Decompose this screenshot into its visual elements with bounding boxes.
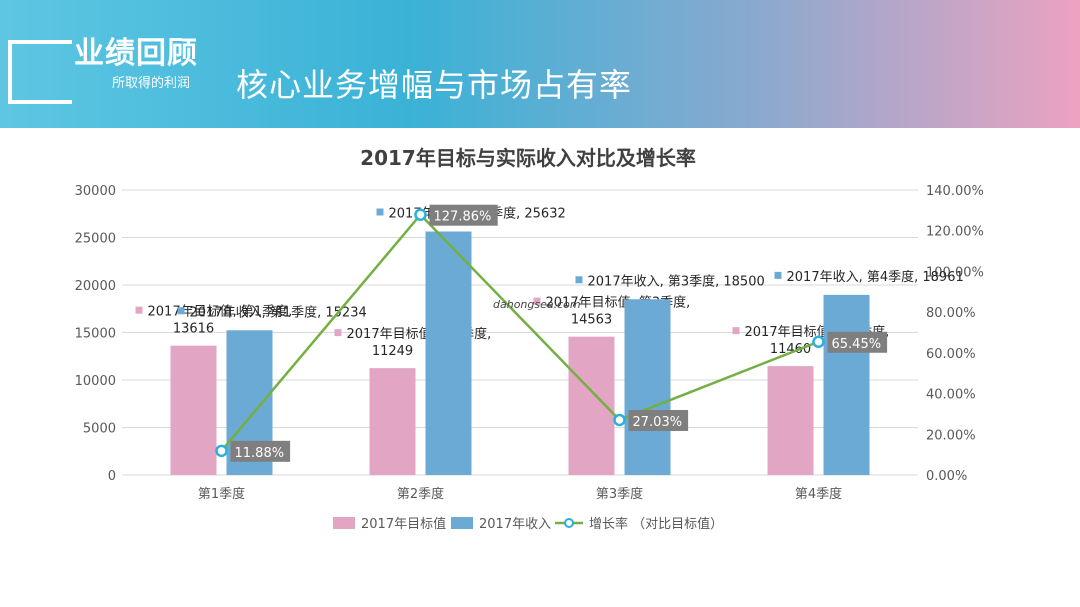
bar-data-label-value: 11249 [372, 344, 413, 359]
y-right-tick-label: 60.00% [926, 347, 976, 362]
y-left-tick-label: 20000 [75, 279, 116, 294]
legend-label-target: 2017年目标值 [361, 516, 446, 532]
y-right-tick-label: 100.00% [926, 265, 984, 280]
bar-target [767, 366, 814, 475]
legend-swatch-growth-marker [564, 518, 574, 528]
bar-data-label-value: 11460 [770, 342, 811, 357]
legend-label-actual: 2017年收入 [479, 517, 551, 532]
section-title: 业绩回顾 [74, 36, 198, 71]
growth-line [220, 212, 819, 452]
title-bracket-decoration [8, 40, 72, 104]
growth-label-box [827, 331, 888, 353]
growth-point [613, 413, 626, 427]
growth-data-label: 127.86% [434, 210, 492, 225]
y-right-tick-label: 120.00% [926, 225, 984, 240]
bar-target [170, 345, 217, 475]
legend-swatch-actual [451, 517, 473, 529]
x-tick-label: 第1季度 [198, 486, 245, 502]
y-left-tick-label: 5000 [83, 422, 116, 437]
data-label-marker [575, 276, 583, 284]
bar-actual [624, 299, 671, 475]
growth-label-box [429, 204, 498, 226]
data-label-marker [334, 329, 342, 337]
bar-target [568, 336, 615, 475]
bar-data-label-value: 13616 [173, 322, 214, 337]
data-label-marker [774, 271, 782, 279]
x-tick-label: 第4季度 [795, 486, 842, 502]
data-label-marker [177, 307, 185, 315]
growth-point [812, 335, 825, 349]
growth-data-label: 11.88% [235, 446, 285, 461]
header-banner [0, 0, 1080, 128]
bar-actual [425, 231, 472, 475]
legend-label-growth: 增长率 （对比目标值） [589, 516, 723, 532]
growth-point [414, 208, 427, 221]
x-tick-label: 第2季度 [397, 486, 444, 502]
y-left-tick-label: 0 [108, 469, 116, 484]
chart-title: 2017年目标与实际收入对比及增长率 [360, 146, 696, 170]
data-label-marker [732, 327, 740, 335]
section-subtitle: 所取得的利润 [112, 76, 191, 91]
slide-title: 核心业务增幅与市场占有率 [236, 66, 633, 104]
data-label-marker [135, 306, 143, 314]
bar-target [369, 368, 416, 475]
y-left-tick-label: 25000 [75, 232, 116, 247]
legend-swatch-target [333, 517, 355, 529]
bar-actual [823, 294, 870, 475]
growth-data-label: 27.03% [633, 415, 683, 430]
bar-data-label: 2017年收入, 第1季度, 15234 [190, 304, 367, 320]
data-label-marker [533, 297, 541, 305]
y-right-tick-label: 40.00% [926, 388, 976, 403]
y-left-tick-label: 15000 [75, 327, 116, 342]
bar-data-label-value: 14563 [571, 313, 612, 328]
y-right-tick-label: 80.00% [926, 306, 976, 321]
growth-data-label: 65.45% [832, 337, 882, 352]
y-right-tick-label: 20.00% [926, 428, 976, 443]
growth-label-box [628, 409, 689, 431]
y-left-tick-label: 30000 [75, 184, 116, 199]
growth-point [215, 444, 228, 458]
bar-data-label: 2017年收入, 第3季度, 18500 [588, 273, 765, 289]
growth-label-box [230, 440, 291, 462]
bar-data-label: 2017年收入, 第4季度, 18961 [787, 269, 964, 285]
y-right-tick-label: 140.00% [926, 184, 984, 199]
y-left-tick-label: 10000 [75, 374, 116, 389]
x-tick-label: 第3季度 [596, 486, 643, 502]
data-label-marker [376, 208, 384, 216]
y-right-tick-label: 0.00% [926, 469, 967, 484]
watermark-text: dahongsea.com [493, 298, 581, 311]
